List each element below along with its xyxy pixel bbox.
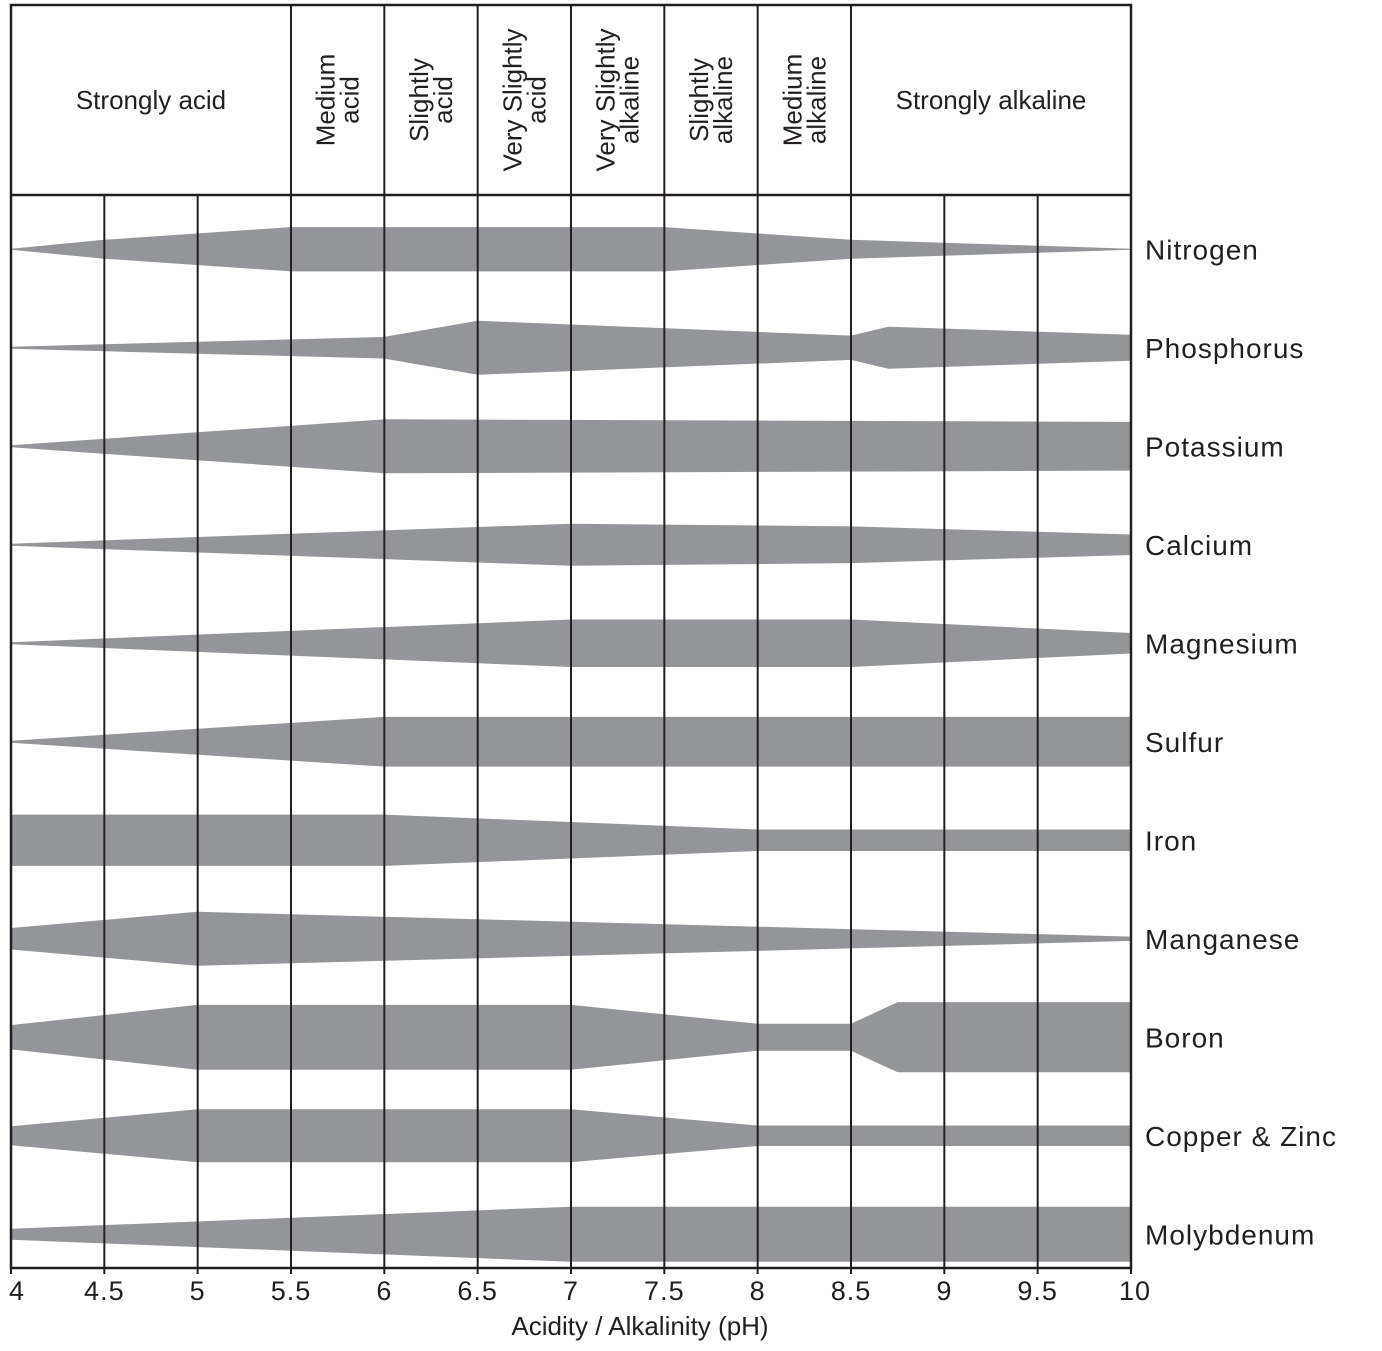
x-tick-label: 5	[190, 1276, 206, 1306]
header-range-label: Strongly acid	[76, 85, 226, 115]
header-range-label: Very Slightlyacid	[497, 28, 551, 171]
x-tick-label: 10	[1119, 1276, 1151, 1306]
x-tick-label: 4.5	[84, 1276, 125, 1306]
ph-gridlines	[103, 195, 1039, 1268]
x-tick-labels: 4 4.5 5 5.5 6 6.5 7 7.5 8 8.5 9 9.5 10	[9, 1276, 1151, 1306]
series-label: Calcium	[1145, 530, 1253, 561]
series-label: Nitrogen	[1145, 234, 1259, 265]
header-range-label: Mediumalkaline	[777, 54, 831, 146]
x-tick-label: 9.5	[1017, 1276, 1058, 1306]
x-tick-label: 8.5	[831, 1276, 872, 1306]
series-label: Manganese	[1145, 924, 1300, 955]
ph-range-header: Strongly acid Mediumacid Slightlyacid Very …	[76, 5, 1087, 195]
header-range-label: Slightlyacid	[404, 58, 458, 142]
series-label: Molybdenum	[1145, 1219, 1315, 1250]
plot-frame	[9, 3, 1133, 1274]
series-label: Iron	[1145, 825, 1197, 856]
x-tick-label: 5.5	[271, 1276, 312, 1306]
x-tick-label: 7.5	[644, 1276, 685, 1306]
x-axis-label: Acidity / Alkalinity (pH)	[511, 1311, 768, 1341]
series-label: Sulfur	[1145, 727, 1224, 758]
series-label: Phosphorus	[1145, 333, 1304, 364]
header-range-label: Mediumacid	[311, 54, 365, 146]
x-tick-label: 8	[750, 1276, 766, 1306]
x-tick-label: 4	[9, 1276, 25, 1306]
x-tick-label: 6.5	[457, 1276, 498, 1306]
series-label: Magnesium	[1145, 628, 1299, 659]
header-range-label: Very Slightlyalkaline	[591, 28, 645, 171]
series-label: Potassium	[1145, 431, 1285, 462]
series-label: Boron	[1145, 1022, 1225, 1053]
x-tick-label: 7	[563, 1276, 579, 1306]
header-range-label: Strongly alkaline	[896, 85, 1087, 115]
series-label: Copper & Zinc	[1145, 1121, 1337, 1152]
x-tick-label: 6	[376, 1276, 392, 1306]
header-range-label: Slightlyalkaline	[684, 56, 738, 144]
x-tick-label: 9	[936, 1276, 952, 1306]
series-labels: Nitrogen Phosphorus Potassium Calcium Magnes…	[1145, 234, 1337, 1250]
